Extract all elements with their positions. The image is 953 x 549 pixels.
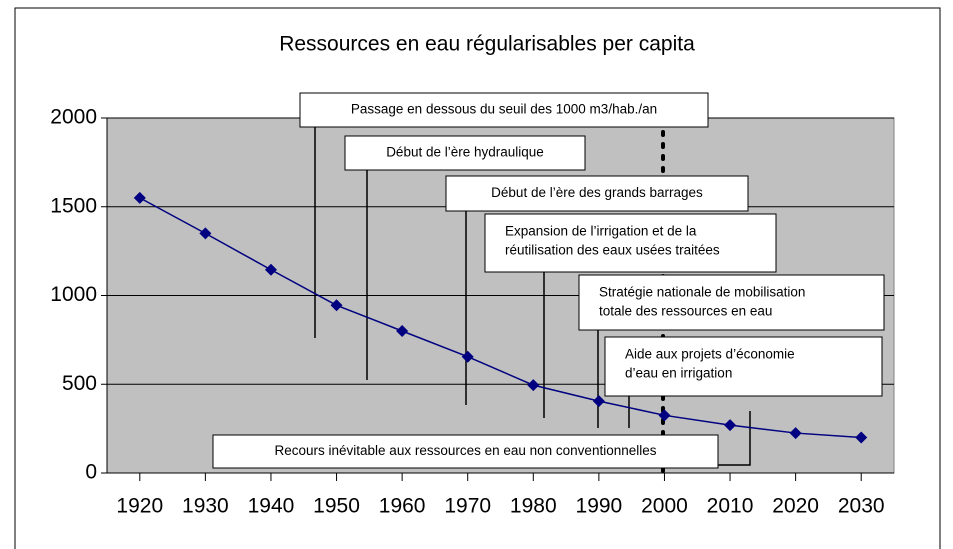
data-point [461,350,474,363]
annotation-box [344,135,586,171]
x-tick-label: 2030 [838,495,885,518]
annotation-box [604,336,883,397]
y-tick-label: 1000 [50,283,97,306]
data-point [396,325,409,337]
data-point [133,191,146,204]
data-point [592,395,605,408]
data-point [199,227,212,240]
x-tick-label: 2000 [641,495,688,518]
chart-title: Ressources en eau régularisables per cap… [279,33,695,56]
data-point [264,263,277,276]
data-point [527,379,540,392]
x-tick-label: 1930 [182,495,229,518]
annotation-text: totale des ressources en eau [599,304,772,319]
annotation-text: Stratégie nationale de mobilisation [599,285,805,300]
annotation-box [578,274,885,331]
data-point [658,409,671,422]
annotation-text: réutilisation des eaux usées traitées [505,243,720,258]
x-tick-label: 1940 [248,495,295,518]
data-point [855,431,868,444]
annotation-text: d’eau en irrigation [625,366,732,381]
annotation-box [445,175,749,212]
x-tick-label: 1960 [379,495,426,518]
x-tick-label: 1920 [116,495,163,518]
x-tick-label: 2010 [707,495,754,518]
annotation-line [718,411,751,466]
data-point [724,419,737,432]
annotation-box [299,92,709,128]
y-tick-label: 0 [85,461,97,484]
annotation-text: Aide aux projets d’économie [625,347,795,362]
annotation-text: Expansion de l’irrigation et de la [505,224,697,239]
x-tick-label: 1980 [510,495,557,518]
data-point [789,427,802,440]
y-tick-label: 500 [62,372,97,395]
annotation-text: Passage en dessous du seuil des 1000 m3/… [351,102,657,117]
y-tick-label: 1500 [50,194,97,217]
x-tick-label: 1970 [444,495,491,518]
x-tick-label: 1950 [313,495,360,518]
y-tick-label: 2000 [50,106,97,129]
data-point [330,299,343,312]
x-tick-label: 2020 [772,495,819,518]
annotation-text: Recours inévitable aux ressources en eau… [275,443,657,458]
annotation-box [212,434,719,469]
x-tick-label: 1990 [576,495,623,518]
annotation-box [484,213,777,273]
series-line [139,197,862,439]
annotation-text: Début de l’ère hydraulique [386,145,544,160]
annotation-text: Début de l’ère des grands barrages [491,185,703,200]
